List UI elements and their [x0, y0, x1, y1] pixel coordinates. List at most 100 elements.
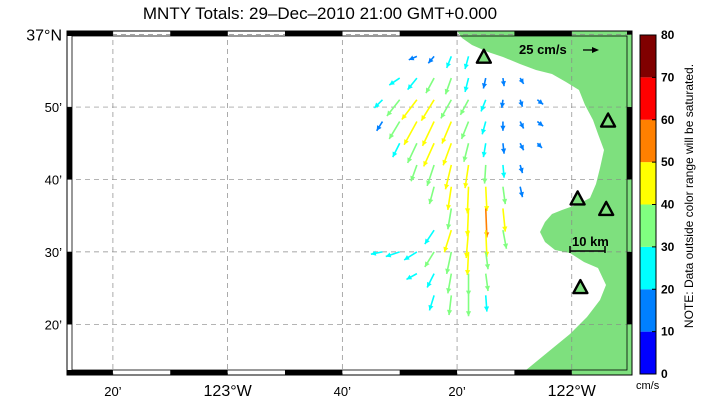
colorbar-bin: [640, 119, 656, 163]
frame-segment: [627, 31, 632, 35]
current-vector: [446, 208, 453, 230]
current-vector: [401, 99, 418, 120]
colorbar-unit: cm/s: [636, 380, 660, 392]
current-vector: [500, 77, 506, 87]
colorbar: 0 10 20 30 40 50 60 70 80: [639, 28, 675, 381]
colorbar-tick-label: 70: [661, 70, 675, 84]
current-vector: [480, 99, 487, 112]
current-vector: [465, 295, 472, 317]
frame-segment: [67, 31, 113, 36]
current-vector: [424, 251, 435, 268]
current-vector: [463, 56, 470, 70]
frame-segment: [627, 251, 632, 325]
current-vector: [421, 121, 435, 147]
colorbar-tick-label: 80: [661, 28, 675, 42]
radar-station-marker: [475, 48, 493, 64]
lat-tick-label: 30’: [45, 245, 62, 260]
current-vector: [426, 164, 435, 187]
current-vector: [446, 273, 453, 294]
current-vector: [460, 121, 470, 140]
current-vector: [422, 142, 435, 167]
current-vector: [518, 164, 524, 174]
reference-vector: 25 cm/s: [519, 42, 599, 57]
colorbar-tick-label: 30: [661, 240, 675, 254]
frame-inner: [71, 35, 628, 371]
frame-segment: [284, 31, 343, 36]
current-vector: [403, 121, 418, 146]
radar-station-marker: [572, 278, 589, 295]
frame-segment: [67, 31, 72, 35]
lon-tick-label: 122°W: [548, 383, 597, 400]
current-vector: [385, 251, 400, 258]
frame-segment: [514, 31, 572, 36]
current-vector: [465, 273, 472, 296]
reference-arrow-head: [592, 47, 599, 53]
radar-station-marker: [599, 112, 617, 128]
colorbar-bin: [640, 35, 656, 78]
colorbar-tick-label: 0: [661, 367, 668, 381]
current-vector: [428, 295, 435, 311]
colorbar-tick-label: 10: [661, 325, 675, 339]
current-vector: [484, 273, 490, 292]
scale-bar-label: 10 km: [572, 234, 609, 249]
frame-segment: [67, 370, 113, 375]
current-vector: [406, 77, 418, 91]
current-vector: [425, 77, 435, 94]
axis-labels: 37°N 50’ 40’ 30’ 20’ 20’ 123°W 40’ 20’ 122°W: [26, 28, 597, 400]
colorbar-tick-label: 60: [661, 113, 675, 127]
current-vector: [484, 251, 490, 270]
current-vector: [426, 273, 435, 288]
plot-title: MNTY Totals: 29–Dec–2010 21:00 GMT+0.000: [142, 4, 498, 23]
current-vector: [536, 99, 544, 106]
current-vector: [500, 121, 506, 131]
current-vector: [481, 143, 487, 158]
colorbar-bin: [640, 162, 656, 205]
current-vector: [406, 142, 418, 164]
radar-station-marker: [569, 190, 586, 206]
current-vector: [444, 164, 453, 190]
lon-tick-label: 40’: [334, 384, 351, 399]
current-vector: [370, 250, 383, 256]
current-vector: [519, 121, 525, 129]
current-vector: [443, 229, 453, 253]
current-vector: [386, 99, 401, 117]
current-vector: [482, 164, 488, 184]
scale-bar: 10 km: [569, 234, 609, 253]
colorbar-bin: [640, 289, 656, 332]
frame-segment: [67, 251, 72, 325]
current-vectors: [370, 55, 544, 317]
current-vector: [427, 55, 435, 64]
current-vector: [410, 164, 418, 182]
current-vector: [388, 121, 401, 140]
current-vector: [518, 186, 524, 198]
current-vector: [440, 99, 453, 119]
colorbar-bin: [640, 204, 656, 247]
current-vector: [536, 142, 543, 149]
colorbar-tick-label: 20: [661, 282, 675, 296]
colorbar-bin: [640, 246, 656, 290]
current-vector: [424, 229, 435, 245]
current-vector: [446, 186, 453, 211]
current-vector: [444, 77, 453, 95]
current-vector: [519, 142, 525, 151]
colorbar-note: NOTE: Data outside color range will be s…: [682, 64, 696, 328]
current-vector: [428, 186, 435, 205]
lat-tick-label: 20’: [45, 317, 62, 332]
current-vector: [518, 99, 524, 108]
frame-segment: [514, 370, 572, 375]
lon-tick-label: 123°W: [204, 383, 253, 400]
radar-stations: [475, 48, 617, 295]
current-vector: [445, 251, 453, 275]
frame-segment: [627, 107, 632, 180]
coastline-land: [457, 31, 632, 375]
current-vector: [502, 186, 508, 205]
frame-segment: [284, 370, 343, 375]
frame-segment: [170, 370, 228, 375]
current-vector: [481, 77, 488, 89]
current-vector: [420, 99, 435, 122]
lat-tick-label: 50’: [45, 100, 62, 115]
current-vector: [536, 120, 544, 127]
current-vector: [408, 55, 418, 61]
current-vector: [502, 208, 508, 232]
